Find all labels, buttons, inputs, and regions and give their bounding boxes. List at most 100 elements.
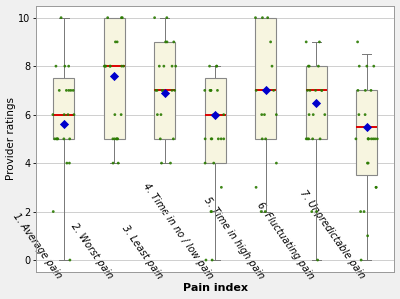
Bar xyxy=(104,18,125,139)
Point xyxy=(214,112,221,117)
Point xyxy=(203,258,209,263)
Point xyxy=(213,64,220,68)
Point xyxy=(112,112,118,117)
Point xyxy=(110,161,116,165)
Point xyxy=(61,112,67,117)
Bar xyxy=(356,90,377,175)
Point xyxy=(58,15,64,20)
Point xyxy=(102,64,108,68)
Point xyxy=(202,88,208,93)
Point xyxy=(169,88,175,93)
Point xyxy=(159,88,166,93)
Point xyxy=(322,112,328,117)
Point xyxy=(66,64,72,68)
Point xyxy=(220,136,227,141)
Point xyxy=(210,112,217,117)
Point xyxy=(206,64,213,68)
Point xyxy=(112,136,118,141)
Point xyxy=(303,136,310,141)
Point xyxy=(308,209,315,214)
Point xyxy=(307,88,313,93)
Point xyxy=(313,209,320,214)
Point xyxy=(164,39,170,44)
Point xyxy=(158,161,165,165)
Point xyxy=(111,74,118,78)
Point xyxy=(114,136,120,141)
Point xyxy=(114,39,120,44)
Point xyxy=(218,185,224,190)
Point xyxy=(270,88,277,93)
Point xyxy=(118,15,125,20)
Point xyxy=(209,136,215,141)
Point xyxy=(52,136,58,141)
Point xyxy=(262,209,268,214)
Point xyxy=(364,124,370,129)
Point xyxy=(368,136,374,141)
Point xyxy=(368,88,374,93)
Point xyxy=(252,15,259,20)
Point xyxy=(365,136,372,141)
Point xyxy=(63,88,70,93)
Point xyxy=(119,15,126,20)
Point xyxy=(61,122,67,127)
Point xyxy=(164,15,170,20)
Point xyxy=(258,209,264,214)
Point xyxy=(372,136,378,141)
Point xyxy=(210,161,217,165)
Point xyxy=(167,161,174,165)
Point xyxy=(306,64,312,68)
Point xyxy=(172,88,178,93)
Point xyxy=(313,100,320,105)
Point xyxy=(71,112,77,117)
Point xyxy=(364,234,371,238)
Point xyxy=(112,39,119,44)
Point xyxy=(115,161,122,165)
Point xyxy=(261,112,268,117)
Point xyxy=(365,136,372,141)
Point xyxy=(365,136,371,141)
Point xyxy=(318,88,325,93)
Point xyxy=(202,136,208,141)
Point xyxy=(158,112,164,117)
Point xyxy=(154,88,160,93)
Point xyxy=(259,15,266,20)
Bar xyxy=(154,42,176,139)
Point xyxy=(263,88,269,93)
Point xyxy=(107,64,113,68)
Point xyxy=(315,64,322,68)
Point xyxy=(114,136,120,141)
Point xyxy=(162,90,168,95)
Point xyxy=(304,88,311,93)
Point xyxy=(305,64,312,68)
Point xyxy=(172,64,179,68)
Point xyxy=(118,64,125,68)
Point xyxy=(354,39,361,44)
Point xyxy=(319,88,325,93)
Point xyxy=(364,64,370,68)
Point xyxy=(212,112,219,117)
Point xyxy=(62,64,68,68)
Point xyxy=(102,64,109,68)
Point xyxy=(358,258,364,263)
Point xyxy=(104,15,111,20)
Point xyxy=(373,185,379,190)
Point xyxy=(269,64,275,68)
Point xyxy=(317,136,323,141)
Bar xyxy=(306,66,327,139)
Point xyxy=(156,64,162,68)
Point xyxy=(209,258,215,263)
Point xyxy=(303,39,310,44)
Point xyxy=(373,185,379,190)
Point xyxy=(215,136,222,141)
Point xyxy=(264,88,271,93)
Point xyxy=(207,88,213,93)
Point xyxy=(162,39,169,44)
Point xyxy=(208,136,214,141)
Point xyxy=(262,136,269,141)
Point xyxy=(151,15,158,20)
Point xyxy=(304,136,311,141)
Point xyxy=(50,209,56,214)
Point xyxy=(214,88,221,93)
Point xyxy=(262,88,269,93)
Point xyxy=(157,136,164,141)
